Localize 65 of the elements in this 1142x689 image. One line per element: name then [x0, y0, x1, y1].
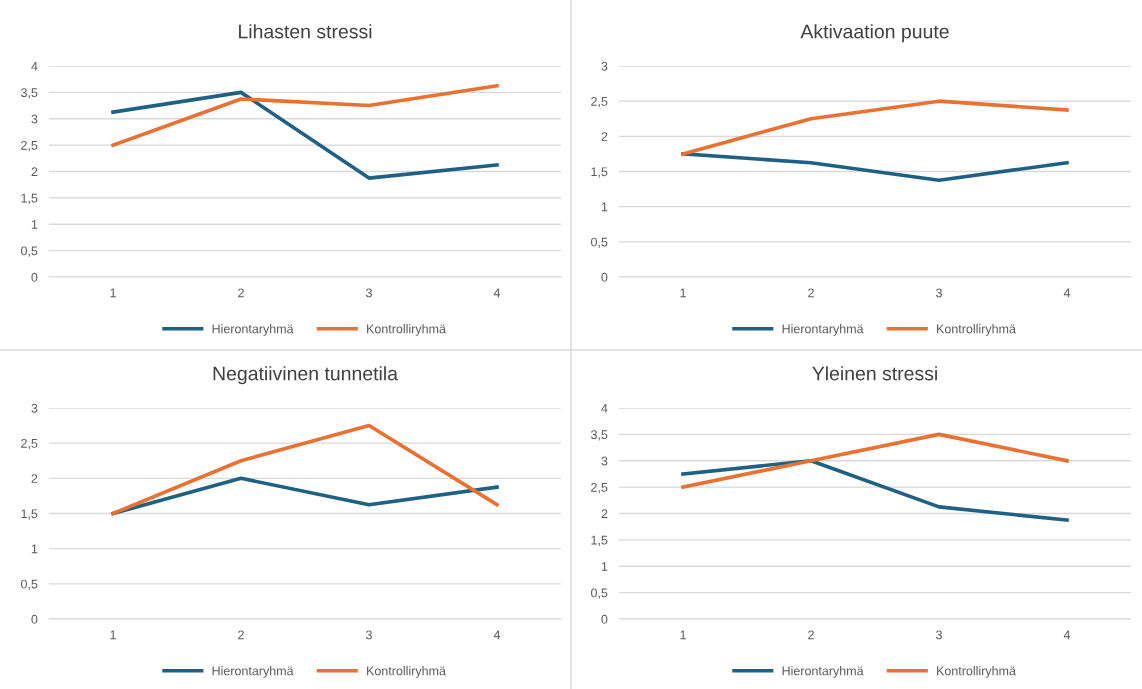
- y-tick-label: 2: [31, 167, 38, 177]
- y-tick-label: 0,5: [21, 579, 38, 590]
- x-tick-label: 2: [238, 630, 244, 640]
- chart-title: Yleinen stressi: [812, 366, 937, 381]
- y-tick-label: 1: [31, 220, 38, 229]
- y-tick-label: 1: [601, 202, 608, 212]
- x-tick-label: 3: [366, 630, 372, 640]
- x-tick-label: 4: [493, 630, 501, 640]
- x-tick-label: 4: [493, 288, 501, 298]
- x-tick-label: 1: [680, 630, 686, 640]
- legend-label: Hierontaryhmä: [212, 666, 294, 678]
- y-tick-label: 2: [601, 509, 608, 519]
- x-tick-label: 2: [238, 288, 244, 298]
- x-tick-label: 4: [1063, 630, 1071, 640]
- y-tick-label: 0: [601, 272, 608, 282]
- line-series: [111, 423, 499, 516]
- y-tick-label: 3,5: [20, 88, 38, 99]
- x-tick-label: 1: [110, 288, 116, 298]
- x-tick-label: 3: [936, 630, 942, 640]
- y-tick-label: 0,5: [591, 588, 608, 599]
- x-tick-label: 3: [366, 288, 372, 298]
- legend-label: Kontrolliryhmä: [937, 324, 1016, 336]
- y-tick-label: 0,5: [21, 246, 38, 257]
- legend-label: Kontrolliryhmä: [367, 324, 446, 336]
- y-tick-label: 2,5: [591, 96, 608, 108]
- y-tick-label: 2,5: [21, 140, 38, 152]
- legend-label: Hierontaryhmä: [782, 324, 864, 336]
- y-tick-label: 3: [601, 61, 608, 71]
- line-series: [111, 83, 499, 147]
- y-tick-label: 1,5: [21, 509, 38, 520]
- x-tick-label: 1: [680, 288, 686, 298]
- y-tick-label: 2: [601, 132, 608, 141]
- x-tick-label: 4: [1063, 288, 1071, 298]
- y-tick-label: 2,5: [591, 482, 608, 494]
- y-tick-label: 3: [31, 403, 38, 413]
- y-tick-label: 4: [31, 61, 38, 71]
- x-tick-label: 2: [808, 630, 814, 640]
- y-tick-label: 1: [31, 544, 38, 554]
- y-tick-label: 2: [31, 474, 38, 483]
- x-tick-label: 1: [110, 630, 116, 640]
- legend-label: Hierontaryhmä: [782, 666, 864, 678]
- y-tick-label: 0,5: [591, 237, 608, 248]
- y-tick-label: 1,5: [21, 193, 38, 204]
- y-tick-label: 3: [31, 114, 38, 124]
- y-tick-label: 3,5: [590, 430, 608, 441]
- y-tick-label: 3: [601, 456, 608, 466]
- chart-title: Lihasten stressi: [239, 24, 372, 39]
- y-tick-label: 0: [31, 614, 38, 624]
- y-tick-label: 1: [601, 562, 608, 571]
- chart-title: Negatiivinen tunnetila: [213, 366, 398, 385]
- x-tick-label: 3: [936, 288, 942, 298]
- line-series: [111, 90, 499, 180]
- y-tick-label: 2,5: [21, 438, 38, 450]
- line-series: [681, 99, 1069, 156]
- y-tick-label: 1,5: [591, 167, 608, 178]
- chart-title: Aktivaation puute: [800, 24, 949, 43]
- y-tick-label: 0: [31, 272, 38, 282]
- legend-label: Kontrolliryhmä: [367, 666, 446, 678]
- legend-label: Hierontaryhmä: [212, 324, 294, 336]
- legend-label: Kontrolliryhmä: [937, 666, 1016, 678]
- line-series: [681, 458, 1069, 522]
- y-tick-label: 4: [601, 403, 608, 413]
- y-tick-label: 1,5: [591, 535, 608, 546]
- y-tick-label: 0: [601, 614, 608, 624]
- x-tick-label: 2: [808, 288, 814, 298]
